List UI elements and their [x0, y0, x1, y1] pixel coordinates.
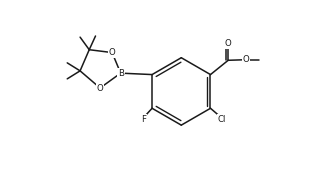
Text: F: F [141, 115, 146, 124]
Text: Cl: Cl [218, 115, 226, 124]
Text: B: B [118, 69, 124, 78]
Text: O: O [242, 55, 249, 64]
Text: O: O [225, 39, 231, 48]
Text: O: O [97, 84, 104, 93]
Text: O: O [109, 48, 116, 57]
